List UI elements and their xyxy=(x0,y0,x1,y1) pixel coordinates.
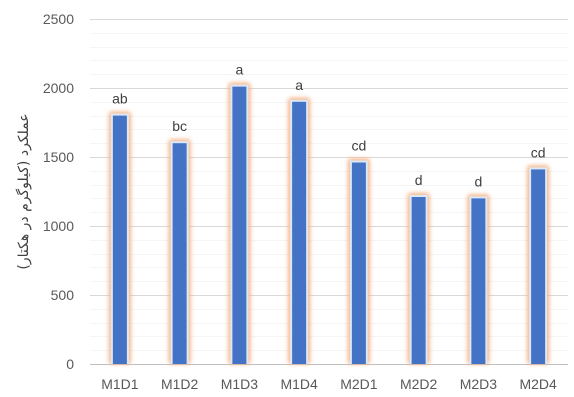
x-tick-label: M1D3 xyxy=(221,376,259,392)
data-label: a xyxy=(235,62,243,78)
gridlines xyxy=(90,19,568,351)
x-tick-label: M1D2 xyxy=(161,376,199,392)
x-tick-label: M2D2 xyxy=(400,376,438,392)
bar xyxy=(351,162,366,364)
bar xyxy=(112,115,127,364)
x-tick-label: M2D1 xyxy=(340,376,378,392)
x-tick-label: M2D4 xyxy=(519,376,557,392)
bar xyxy=(232,86,247,365)
data-label: d xyxy=(415,172,423,188)
bar xyxy=(172,143,187,364)
data-label: cd xyxy=(351,138,366,154)
bars xyxy=(108,82,550,365)
y-tick-label: 1000 xyxy=(43,218,74,234)
y-tick-label: 1500 xyxy=(43,149,74,165)
data-label: d xyxy=(474,173,482,189)
bar xyxy=(471,198,486,364)
bar xyxy=(292,101,307,365)
axes: 0 500 1000 1500 2000 2500 M1D1 M1D2 M1D3 M1D4 M2D1… xyxy=(43,11,568,392)
data-label: ab xyxy=(112,91,128,107)
y-axis-title: عملکرد (کیلوگرم در هکتار) xyxy=(15,113,32,269)
data-label: a xyxy=(295,77,303,93)
bar xyxy=(411,197,426,364)
y-tick-label: 2000 xyxy=(43,80,74,96)
data-label: bc xyxy=(172,118,187,134)
x-tick-label: M1D4 xyxy=(280,376,318,392)
y-tick-label: 2500 xyxy=(43,11,74,27)
x-tick-label: M2D3 xyxy=(460,376,498,392)
y-tick-label: 500 xyxy=(51,287,75,303)
data-labels: ab bc a a cd d d cd xyxy=(112,62,545,190)
x-tick-label: M1D1 xyxy=(101,376,139,392)
bar xyxy=(531,169,546,364)
data-label: cd xyxy=(531,144,546,160)
y-tick-label: 0 xyxy=(66,356,74,372)
